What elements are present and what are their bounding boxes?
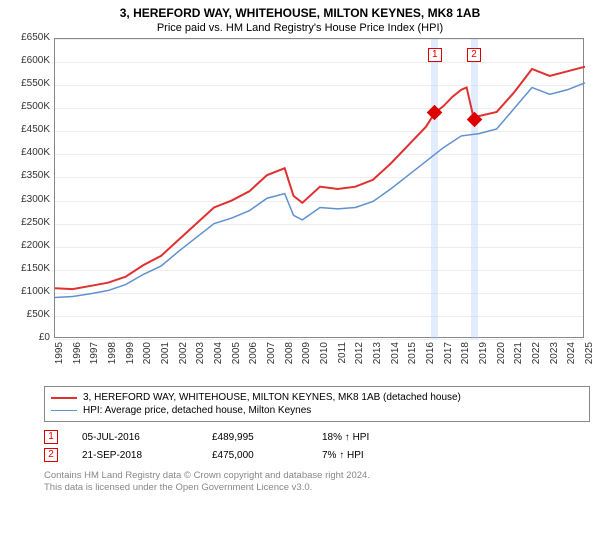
sale-row: 1 05-JUL-2016 £489,995 18% ↑ HPI: [44, 428, 590, 446]
legend-item-property: 3, HEREFORD WAY, WHITEHOUSE, MILTON KEYN…: [51, 391, 583, 404]
sale-row: 2 21-SEP-2018 £475,000 7% ↑ HPI: [44, 446, 590, 464]
footer: Contains HM Land Registry data © Crown c…: [44, 470, 590, 495]
x-axis-label: 2013: [372, 342, 383, 372]
x-axis-label: 1996: [72, 342, 83, 372]
sales-table: 1 05-JUL-2016 £489,995 18% ↑ HPI 2 21-SE…: [44, 428, 590, 464]
y-axis-label: £350K: [10, 170, 50, 181]
legend: 3, HEREFORD WAY, WHITEHOUSE, MILTON KEYN…: [44, 386, 590, 422]
chart-subtitle: Price paid vs. HM Land Registry's House …: [0, 20, 600, 38]
sale-date: 05-JUL-2016: [82, 432, 212, 443]
y-axis-label: £0: [10, 332, 50, 343]
y-axis-label: £250K: [10, 217, 50, 228]
x-axis-label: 1997: [89, 342, 100, 372]
x-axis-label: 2017: [443, 342, 454, 372]
x-axis-label: 2005: [231, 342, 242, 372]
x-axis-label: 1998: [107, 342, 118, 372]
x-axis-label: 2024: [566, 342, 577, 372]
legend-label: 3, HEREFORD WAY, WHITEHOUSE, MILTON KEYN…: [83, 392, 461, 403]
x-axis-label: 2004: [213, 342, 224, 372]
legend-item-hpi: HPI: Average price, detached house, Milt…: [51, 404, 583, 417]
plot-region: 12: [54, 38, 584, 338]
sale-marker-1: 1: [44, 430, 58, 444]
x-axis-label: 2002: [178, 342, 189, 372]
x-axis-label: 2025: [584, 342, 595, 372]
x-axis-label: 2007: [266, 342, 277, 372]
series-hpi: [55, 83, 585, 298]
x-axis-label: 2020: [496, 342, 507, 372]
legend-label: HPI: Average price, detached house, Milt…: [83, 405, 311, 416]
sale-marker-box: 2: [467, 48, 481, 62]
x-axis-label: 1999: [125, 342, 136, 372]
sale-price: £489,995: [212, 432, 322, 443]
y-axis-label: £550K: [10, 78, 50, 89]
x-axis-label: 2000: [142, 342, 153, 372]
x-axis-label: 2015: [407, 342, 418, 372]
x-axis-label: 2023: [549, 342, 560, 372]
chart-area: 12 £0£50K£100K£150K£200K£250K£300K£350K£…: [10, 38, 590, 378]
x-axis-label: 2016: [425, 342, 436, 372]
chart-lines: [55, 39, 585, 339]
x-axis-label: 2021: [513, 342, 524, 372]
y-axis-label: £650K: [10, 32, 50, 43]
x-axis-label: 2014: [390, 342, 401, 372]
x-axis-label: 2003: [195, 342, 206, 372]
y-axis-label: £200K: [10, 240, 50, 251]
y-axis-label: £150K: [10, 263, 50, 274]
sale-hpi: 7% ↑ HPI: [322, 450, 432, 461]
sale-price: £475,000: [212, 450, 322, 461]
y-axis-label: £600K: [10, 55, 50, 66]
sale-marker-2: 2: [44, 448, 58, 462]
sale-marker-box: 1: [428, 48, 442, 62]
y-axis-label: £500K: [10, 101, 50, 112]
x-axis-label: 1995: [54, 342, 65, 372]
y-axis-label: £300K: [10, 194, 50, 205]
sale-hpi: 18% ↑ HPI: [322, 432, 432, 443]
y-axis-label: £450K: [10, 124, 50, 135]
x-axis-label: 2006: [248, 342, 259, 372]
x-axis-label: 2019: [478, 342, 489, 372]
y-axis-label: £400K: [10, 147, 50, 158]
x-axis-label: 2012: [354, 342, 365, 372]
footer-line: Contains HM Land Registry data © Crown c…: [44, 470, 590, 482]
x-axis-label: 2011: [337, 342, 348, 372]
x-axis-label: 2009: [301, 342, 312, 372]
x-axis-label: 2008: [284, 342, 295, 372]
y-axis-label: £100K: [10, 286, 50, 297]
series-property: [55, 67, 585, 289]
x-axis-label: 2022: [531, 342, 542, 372]
sale-date: 21-SEP-2018: [82, 450, 212, 461]
legend-swatch: [51, 397, 77, 399]
footer-line: This data is licensed under the Open Gov…: [44, 482, 590, 494]
x-axis-label: 2018: [460, 342, 471, 372]
chart-title: 3, HEREFORD WAY, WHITEHOUSE, MILTON KEYN…: [0, 0, 600, 20]
y-axis-label: £50K: [10, 309, 50, 320]
x-axis-label: 2001: [160, 342, 171, 372]
legend-swatch: [51, 410, 77, 411]
grid-line: [55, 339, 583, 340]
x-axis-label: 2010: [319, 342, 330, 372]
